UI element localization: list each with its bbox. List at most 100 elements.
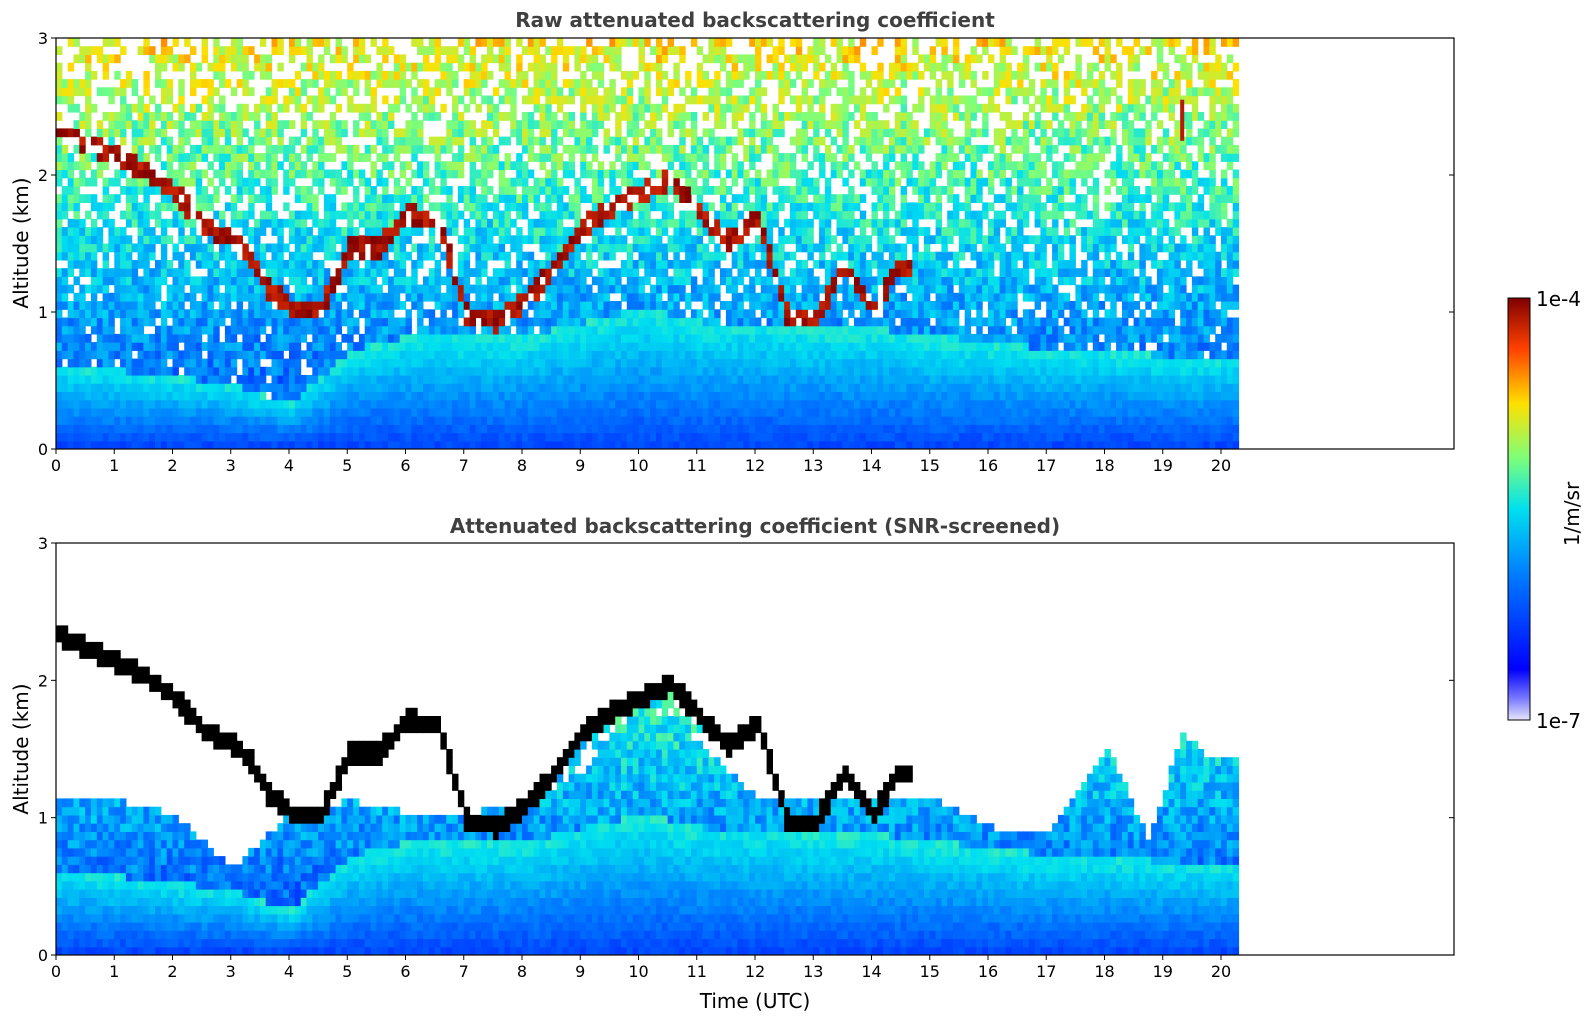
heatmap-cell [149,284,156,294]
heatmap-cell [463,276,471,286]
heatmap-cell [411,38,418,47]
heatmap-cell [405,128,412,138]
heatmap-cell [207,276,214,286]
heatmap-cell [661,325,669,335]
heatmap-cell [67,62,75,72]
heatmap-cell [242,440,249,449]
heatmap-cell [743,391,750,401]
heatmap-cell [300,268,308,277]
heatmap-cell [504,54,511,64]
heatmap-cell [725,301,733,310]
heatmap-cell [591,46,599,55]
heatmap-cell [166,383,174,392]
heatmap-cell [545,424,552,434]
heatmap-cell [56,153,63,162]
heatmap-cell [644,210,651,220]
heatmap-cell [423,177,430,187]
heatmap-cell [661,407,669,417]
heatmap-cell [737,54,744,64]
heatmap-cell [393,325,401,335]
heatmap-cell [545,62,552,72]
heatmap-cell [737,169,744,179]
heatmap-cell [306,235,313,245]
heatmap-cell [399,79,407,88]
heatmap-cell [696,391,704,401]
heatmap-cell [358,276,366,286]
heatmap-cell [428,317,436,327]
heatmap-cell [638,144,645,154]
heatmap-cell [714,358,721,368]
heatmap-cell [562,243,570,253]
heatmap-cell [720,432,727,442]
heatmap-cell [516,268,523,277]
heatmap-cell [574,284,581,294]
heatmap-cell [417,407,424,417]
heatmap-cell [591,243,599,253]
heatmap-cell [56,169,63,179]
heatmap-cell [603,103,610,113]
heatmap-cell [382,391,389,401]
heatmap-cell [329,342,337,351]
heatmap-cell [609,301,616,310]
heatmap-cell [219,120,226,129]
heatmap-cell [254,128,261,138]
heatmap-cell [679,366,686,376]
heatmap-cell [551,407,558,417]
heatmap-cell [469,128,476,138]
heatmap-cell [784,432,791,442]
heatmap-cell [79,79,86,88]
heatmap-cell [376,350,383,360]
heatmap-cell [545,432,552,442]
heatmap-cell [708,440,715,449]
heatmap-cell [504,186,511,195]
heatmap-cell [725,186,733,195]
heatmap-cell [708,391,715,401]
heatmap-cell [213,210,220,220]
heatmap-cell [644,243,651,253]
heatmap-cell [784,407,791,417]
heatmap-cell [574,46,581,55]
heatmap-cell [300,391,308,401]
heatmap-cell [685,383,692,392]
heatmap-cell [574,194,581,203]
heatmap-cell [766,383,773,392]
heatmap-cell [661,202,669,212]
heatmap-cell [347,358,354,368]
heatmap-cell [131,169,139,179]
heatmap-cell [516,62,523,72]
heatmap-cell [755,194,762,203]
heatmap-cell [533,399,540,409]
heatmap-cell [73,161,80,171]
heatmap-cell [580,342,587,351]
heatmap-cell [731,54,739,64]
heatmap-cell [638,317,645,327]
heatmap-cell [131,210,139,220]
heatmap-cell [417,383,424,392]
heatmap-cell [213,186,220,195]
heatmap-cell [347,292,354,302]
heatmap-cell [294,317,302,327]
heatmap-cell [224,235,232,245]
heatmap-cell [90,103,98,113]
heatmap-cell [766,251,773,261]
heatmap-cell [289,407,296,417]
heatmap-cell [318,366,325,376]
heatmap-cell [457,251,465,261]
heatmap-cell [254,399,261,409]
heatmap-cell [597,276,605,286]
heatmap-cell [178,292,185,302]
heatmap-cell [784,342,791,351]
heatmap-cell [393,177,401,187]
heatmap-cell [108,235,115,245]
heatmap-cell [207,366,214,376]
heatmap-cell [533,194,540,203]
heatmap-cell [353,202,360,212]
heatmap-cell [568,79,575,88]
heatmap-cell [230,317,238,327]
heatmap-cell [224,227,232,236]
heatmap-cell [382,177,389,187]
heatmap-cell [283,284,290,294]
heatmap-cell [248,112,255,121]
heatmap-cell [737,333,744,343]
heatmap-cell [108,416,115,425]
